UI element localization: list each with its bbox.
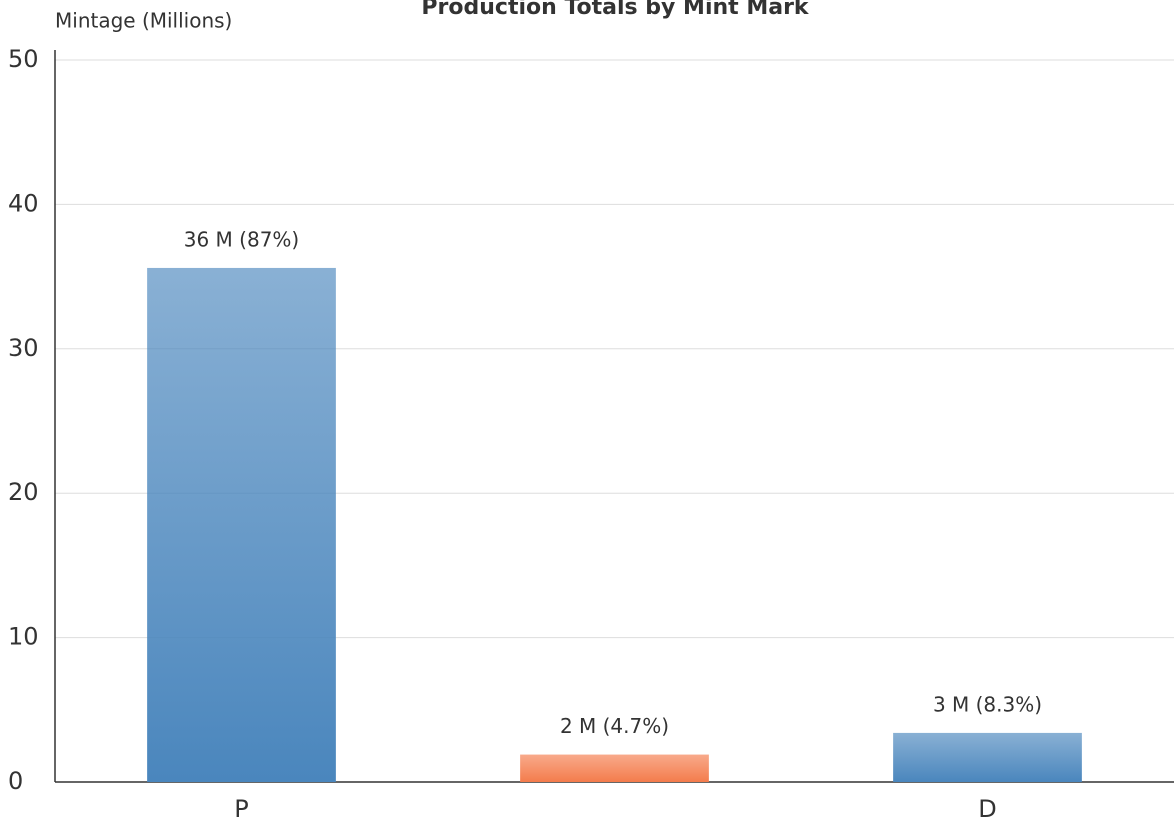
y-tick-label: 40 xyxy=(8,189,39,217)
y-tick-label: 10 xyxy=(8,623,39,651)
data-label: 3 M (8.3%) xyxy=(933,692,1042,716)
y-tick-label: 50 xyxy=(8,45,39,73)
bar xyxy=(147,267,336,782)
x-tick-label: D xyxy=(978,795,996,823)
data-label: 36 M (87%) xyxy=(184,227,299,251)
data-label: 2 M (4.7%) xyxy=(560,714,669,738)
chart-title: Production Totals by Mint Mark xyxy=(421,0,809,20)
y-tick-label: 30 xyxy=(8,334,39,362)
y-tick-label: 20 xyxy=(8,478,39,506)
y-tick-label: 0 xyxy=(8,767,23,795)
bar xyxy=(520,754,709,782)
bar xyxy=(893,732,1082,782)
x-tick-label: P xyxy=(234,795,248,823)
y-axis-label: Mintage (Millions) xyxy=(55,9,232,33)
